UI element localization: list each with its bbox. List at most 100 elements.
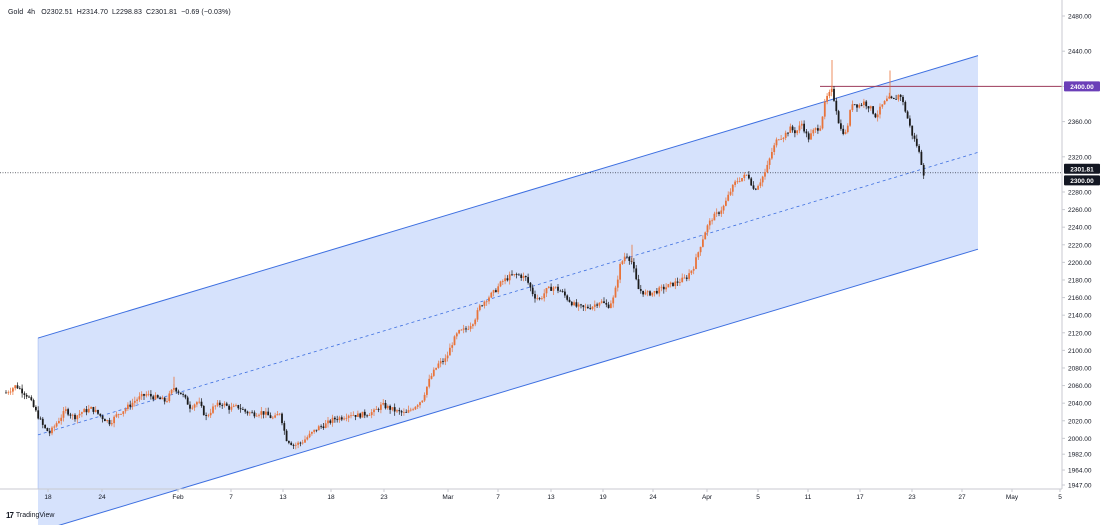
candle-body bbox=[807, 133, 810, 140]
candle-body bbox=[642, 290, 644, 295]
tradingview-icon: 17 bbox=[6, 511, 14, 520]
candle-body bbox=[5, 392, 7, 394]
candle-body bbox=[382, 402, 385, 405]
symbol-name: Gold bbox=[8, 9, 24, 16]
resistance-price-badge[interactable] bbox=[1064, 81, 1100, 92]
candle-body bbox=[290, 442, 293, 445]
candle-body bbox=[216, 402, 219, 406]
candle-body bbox=[131, 402, 134, 407]
candle-body bbox=[212, 406, 214, 413]
x-tick-label: 18 bbox=[327, 494, 335, 501]
candle-body bbox=[64, 409, 67, 412]
candle-body bbox=[317, 426, 320, 431]
candle-body bbox=[368, 415, 371, 416]
y-tick-label: 2200.00 bbox=[1068, 260, 1092, 267]
candle-body bbox=[469, 326, 472, 329]
candle-body bbox=[159, 397, 161, 400]
candle-body bbox=[166, 401, 168, 402]
candle-body bbox=[41, 418, 44, 425]
symbol-legend[interactable]: Gold 4h O2302.51 H2314.70 L2298.83 C2301.81−… bbox=[8, 9, 235, 16]
candle-body bbox=[446, 355, 449, 359]
candle-body bbox=[796, 130, 799, 134]
candle-body bbox=[414, 406, 417, 410]
candle-body bbox=[170, 389, 173, 394]
candle-body bbox=[895, 98, 897, 100]
candle-body bbox=[584, 306, 587, 308]
candle-body bbox=[706, 225, 709, 233]
candle-body bbox=[821, 116, 824, 129]
x-tick-label: 27 bbox=[958, 494, 966, 501]
parallel-channel[interactable] bbox=[37, 55, 979, 530]
candle-body bbox=[731, 184, 734, 192]
candle-body bbox=[271, 417, 274, 419]
candle-body bbox=[754, 188, 757, 190]
candle-body bbox=[729, 191, 732, 195]
candle-body bbox=[46, 427, 49, 432]
candle-body bbox=[62, 411, 65, 418]
candle-body bbox=[704, 232, 707, 240]
candle-body bbox=[124, 409, 127, 412]
candle-body bbox=[600, 301, 603, 303]
x-tick-label: 23 bbox=[908, 494, 916, 501]
candle-body bbox=[274, 415, 276, 418]
brand-logo[interactable]: 17 TradingView bbox=[6, 511, 54, 520]
ohlc-open: O2302.51 bbox=[41, 9, 73, 16]
candle-body bbox=[467, 328, 470, 330]
y-tick-label: 2180.00 bbox=[1068, 277, 1092, 284]
candle-body bbox=[766, 164, 769, 173]
candle-body bbox=[800, 123, 803, 126]
candle-body bbox=[909, 118, 911, 126]
candle-body bbox=[182, 394, 184, 396]
candle-body bbox=[308, 433, 311, 438]
candle-body bbox=[9, 391, 12, 393]
channel-fill bbox=[38, 55, 978, 530]
candle-body bbox=[531, 287, 534, 295]
channel-upper-line[interactable] bbox=[37, 55, 979, 339]
candle-body bbox=[297, 442, 299, 445]
candle-body bbox=[511, 274, 513, 276]
candle-body bbox=[458, 330, 460, 334]
candle-body bbox=[750, 178, 753, 186]
channel-lower-line[interactable] bbox=[38, 248, 979, 530]
candle-body bbox=[108, 420, 111, 425]
candle-body bbox=[692, 268, 695, 271]
level-price-badge[interactable] bbox=[1064, 175, 1100, 186]
candle-body bbox=[603, 301, 605, 303]
candle-body bbox=[189, 404, 191, 409]
candle-body bbox=[639, 289, 642, 291]
candle-body bbox=[649, 291, 651, 296]
candle-body bbox=[127, 404, 129, 410]
candle-body bbox=[244, 409, 247, 412]
candle-body bbox=[278, 413, 281, 415]
candle-body bbox=[508, 274, 511, 281]
channel-median-line[interactable] bbox=[37, 152, 979, 436]
candle-body bbox=[904, 102, 907, 112]
candle-body bbox=[920, 151, 923, 165]
candle-body bbox=[577, 304, 580, 307]
candle-body bbox=[918, 145, 920, 152]
y-tick-label: 2320.00 bbox=[1068, 154, 1092, 161]
candle-body bbox=[725, 200, 727, 206]
candle-body bbox=[48, 431, 51, 434]
candle-body bbox=[255, 415, 258, 417]
candle-body bbox=[230, 406, 233, 410]
x-tick-label: 17 bbox=[856, 494, 864, 501]
candle-body bbox=[177, 391, 180, 393]
x-tick-label: 19 bbox=[599, 494, 607, 501]
candle-body bbox=[672, 282, 674, 287]
candle-body bbox=[867, 106, 870, 109]
candle-body bbox=[393, 407, 396, 412]
candle-body bbox=[336, 419, 339, 421]
candle-body bbox=[69, 414, 72, 416]
candle-body bbox=[851, 104, 854, 111]
candle-body bbox=[23, 393, 26, 395]
last-price-badge[interactable] bbox=[1064, 163, 1100, 174]
candle-body bbox=[400, 411, 403, 413]
candle-body bbox=[538, 298, 541, 300]
candle-body bbox=[265, 411, 267, 415]
candle-body bbox=[667, 284, 670, 288]
candle-body bbox=[550, 286, 552, 291]
candle-body bbox=[331, 417, 334, 423]
x-tick-label: 5 bbox=[756, 494, 760, 501]
